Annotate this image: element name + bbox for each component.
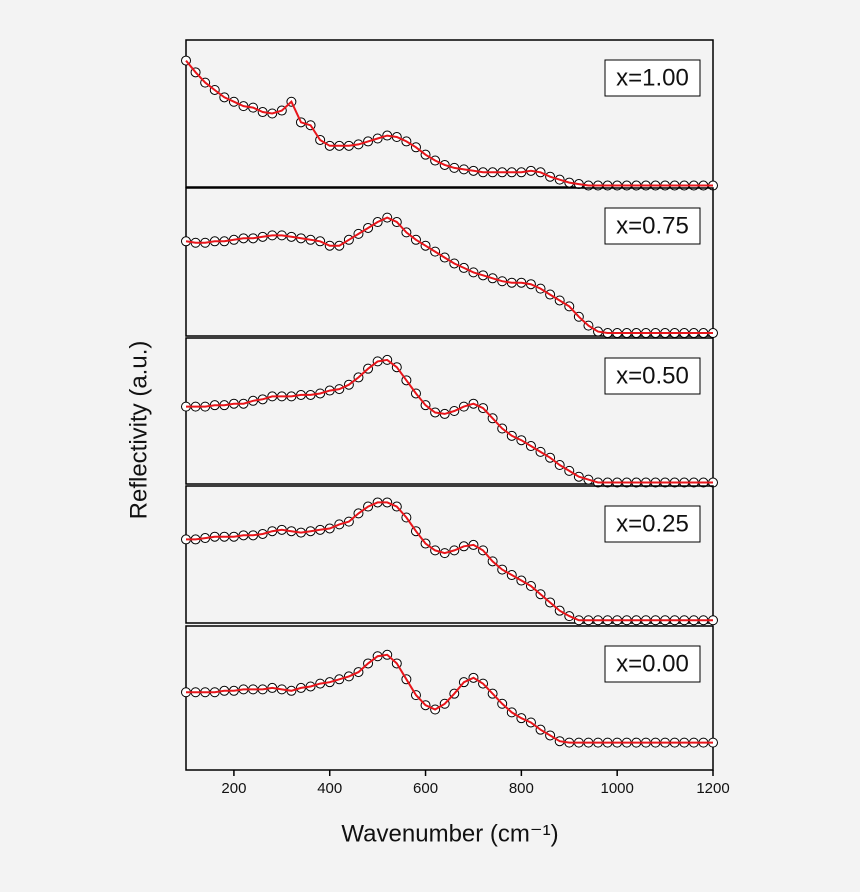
series xyxy=(181,649,718,748)
x-tick-label: 1000 xyxy=(600,780,633,797)
fit-line xyxy=(186,501,713,622)
fit-line xyxy=(186,653,713,744)
panel-label: x=0.75 xyxy=(616,212,689,239)
panel-label-box xyxy=(604,357,701,395)
x-tick-label: 600 xyxy=(413,780,438,797)
panel-label-box xyxy=(604,645,701,683)
panel-label: x=1.00 xyxy=(616,64,689,91)
panel-label-box xyxy=(604,207,701,245)
panel-label: x=0.00 xyxy=(616,650,689,677)
fit-line xyxy=(186,358,713,484)
panel-frame xyxy=(185,187,714,337)
panel-label-box xyxy=(604,59,701,97)
panel-label: x=0.25 xyxy=(616,510,689,537)
x-tick-label: 400 xyxy=(317,780,342,797)
fit-line xyxy=(185,216,713,334)
series xyxy=(181,354,718,488)
x-tick-label: 1200 xyxy=(696,780,729,797)
panel-label: x=0.50 xyxy=(616,362,689,389)
panel-frame xyxy=(185,485,714,624)
panel-label-box xyxy=(604,505,701,543)
x-tick-label: 200 xyxy=(221,780,246,797)
fit-line xyxy=(185,59,713,187)
panel-frame xyxy=(185,625,714,771)
series xyxy=(181,497,718,626)
x-tick-label: 800 xyxy=(509,780,534,797)
series xyxy=(181,212,718,339)
y-axis-label: Reflectivity (a.u.) xyxy=(125,341,152,520)
x-axis-label: Wavenumber (cm⁻¹) xyxy=(341,820,558,847)
panel-frame xyxy=(185,39,714,188)
